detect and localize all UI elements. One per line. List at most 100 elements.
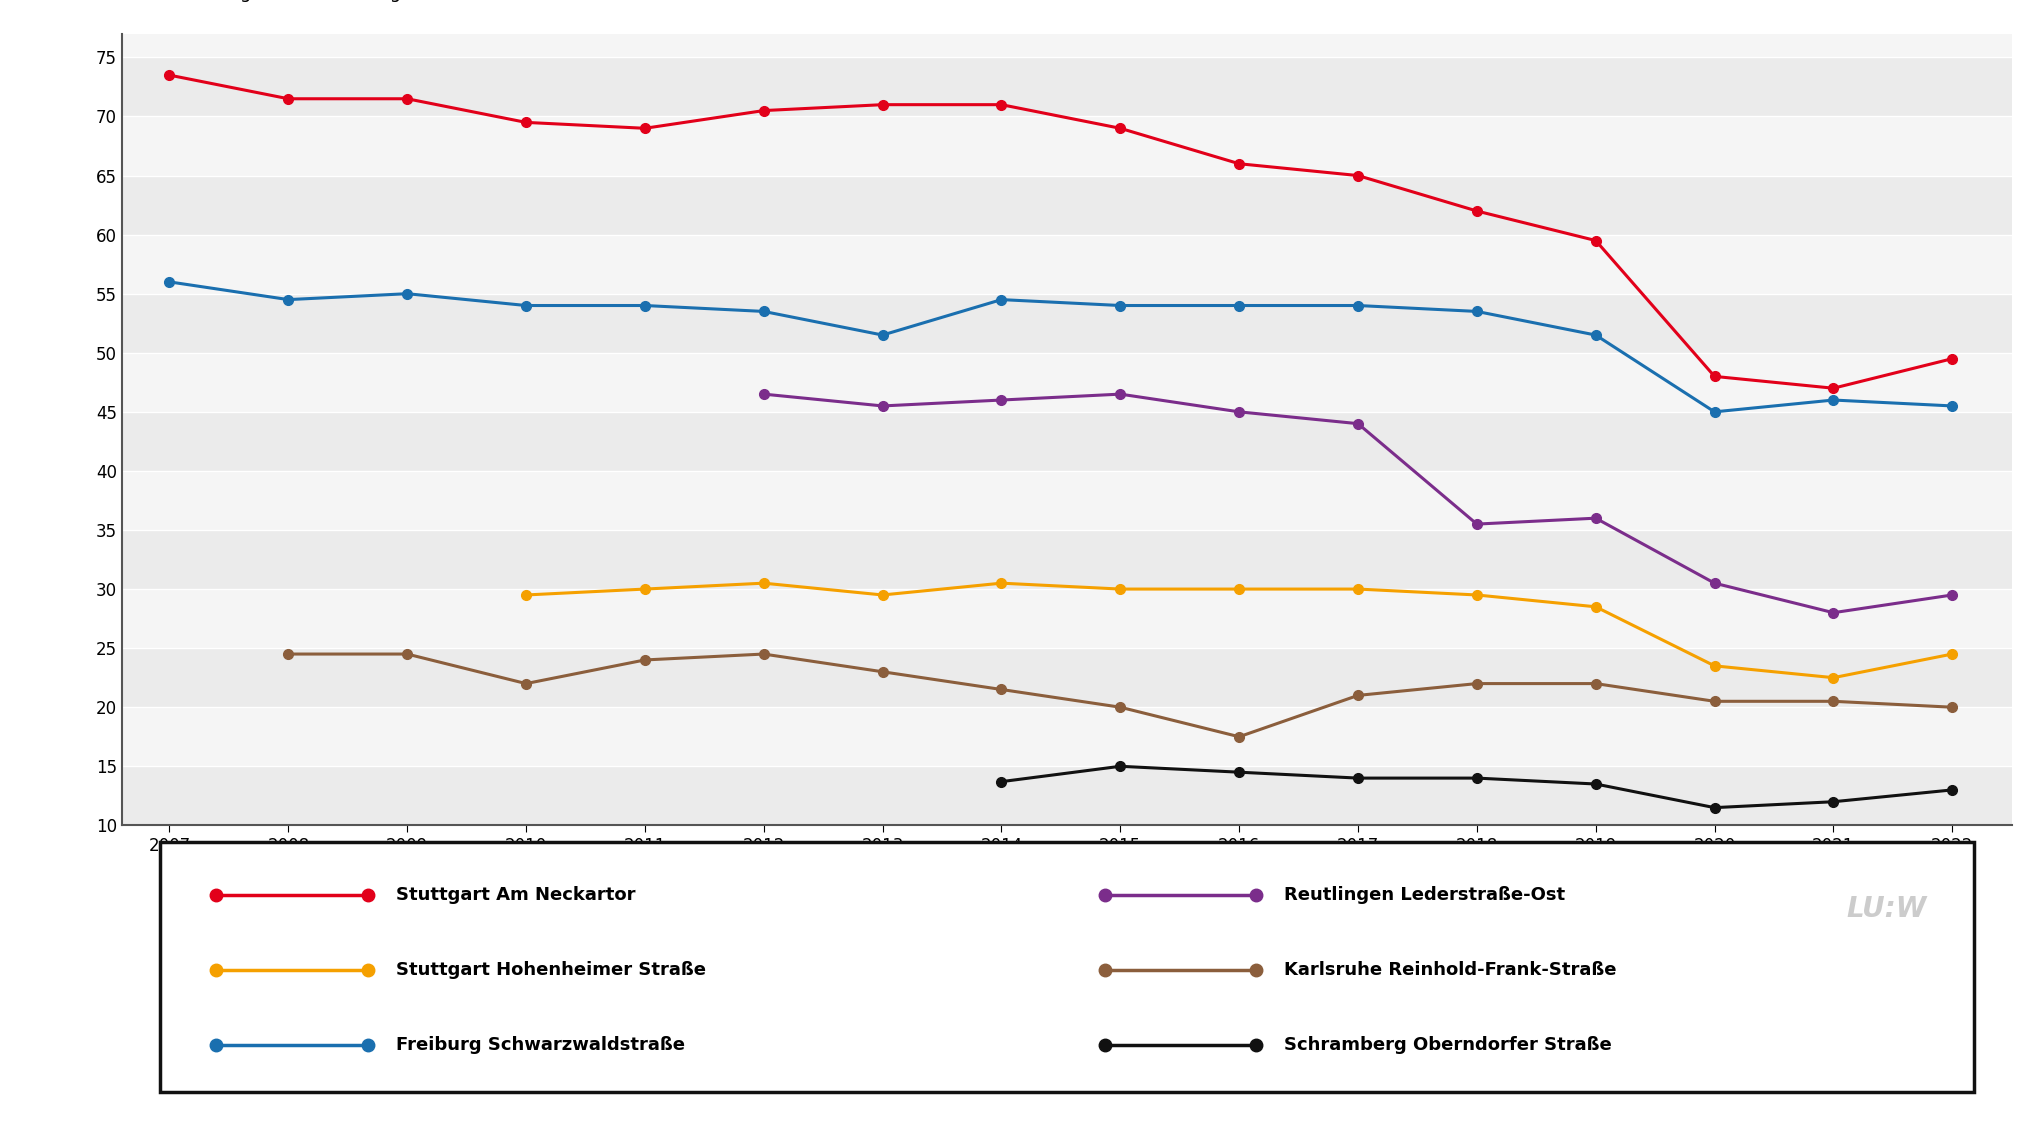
Stuttgart Am Neckartor xyxy=(1821,382,1845,395)
Freiburg Schwarzwaldstraße xyxy=(1345,298,1370,312)
Stuttgart Am Neckartor xyxy=(514,116,538,129)
Line: Reutlingen Lederstraße-Ost: Reutlingen Lederstraße-Ost xyxy=(758,390,1957,617)
Freiburg Schwarzwaldstraße xyxy=(1941,400,1965,413)
FancyBboxPatch shape xyxy=(161,842,1973,1092)
Karlsruhe Reinhold-Frank-Straße xyxy=(1583,677,1607,690)
Bar xyxy=(122,176,2012,234)
Reutlingen Lederstraße-Ost xyxy=(1465,517,1489,530)
Schramberg Oberndorfer Straße xyxy=(1345,771,1370,785)
Reutlingen Lederstraße-Ost xyxy=(1227,405,1252,419)
Stuttgart Am Neckartor xyxy=(1227,157,1252,170)
Bar xyxy=(122,234,2012,294)
Stuttgart Hohenheimer Straße xyxy=(752,577,776,590)
Karlsruhe Reinhold-Frank-Straße xyxy=(394,647,419,661)
Stuttgart Am Neckartor xyxy=(276,92,301,106)
Schramberg Oberndorfer Straße xyxy=(1465,771,1489,785)
Karlsruhe Reinhold-Frank-Straße xyxy=(632,653,656,667)
Bar xyxy=(122,412,2012,471)
Karlsruhe Reinhold-Frank-Straße xyxy=(1821,695,1845,708)
Stuttgart Am Neckartor xyxy=(752,104,776,117)
Stuttgart Hohenheimer Straße xyxy=(1941,647,1965,661)
Stuttgart Am Neckartor xyxy=(870,98,894,111)
Reutlingen Lederstraße-Ost xyxy=(1345,417,1370,430)
Freiburg Schwarzwaldstraße xyxy=(752,305,776,319)
Bar xyxy=(122,589,2012,649)
Bar xyxy=(122,294,2012,352)
Freiburg Schwarzwaldstraße xyxy=(394,287,419,301)
Stuttgart Am Neckartor xyxy=(1465,204,1489,217)
Text: Karlsruhe Reinhold-Frank-Straße: Karlsruhe Reinhold-Frank-Straße xyxy=(1284,960,1617,978)
Karlsruhe Reinhold-Frank-Straße xyxy=(276,647,301,661)
Line: Stuttgart Hohenheimer Straße: Stuttgart Hohenheimer Straße xyxy=(520,579,1957,682)
Freiburg Schwarzwaldstraße xyxy=(514,298,538,312)
Bar xyxy=(122,530,2012,589)
Stuttgart Hohenheimer Straße xyxy=(1703,659,1727,672)
Text: Stuttgart Hohenheimer Straße: Stuttgart Hohenheimer Straße xyxy=(396,960,705,978)
Freiburg Schwarzwaldstraße xyxy=(276,293,301,306)
Stuttgart Am Neckartor xyxy=(632,122,656,135)
Text: LU:W: LU:W xyxy=(1847,895,1926,923)
Bar xyxy=(122,116,2012,176)
Schramberg Oberndorfer Straße xyxy=(1583,777,1607,790)
Karlsruhe Reinhold-Frank-Straße xyxy=(1703,695,1727,708)
Karlsruhe Reinhold-Frank-Straße xyxy=(990,682,1014,696)
Freiburg Schwarzwaldstraße xyxy=(1107,298,1132,312)
Reutlingen Lederstraße-Ost xyxy=(990,393,1014,406)
Freiburg Schwarzwaldstraße xyxy=(870,329,894,342)
Reutlingen Lederstraße-Ost xyxy=(1941,588,1965,601)
Reutlingen Lederstraße-Ost xyxy=(1821,606,1845,619)
Bar xyxy=(122,471,2012,530)
Text: Stuttgart Am Neckartor: Stuttgart Am Neckartor xyxy=(396,886,636,904)
Schramberg Oberndorfer Straße xyxy=(1821,795,1845,808)
Schramberg Oberndorfer Straße xyxy=(1703,801,1727,814)
Stuttgart Am Neckartor xyxy=(1345,169,1370,182)
Freiburg Schwarzwaldstraße xyxy=(990,293,1014,306)
Karlsruhe Reinhold-Frank-Straße xyxy=(1227,730,1252,743)
Karlsruhe Reinhold-Frank-Straße xyxy=(1465,677,1489,690)
Freiburg Schwarzwaldstraße xyxy=(156,275,181,288)
Karlsruhe Reinhold-Frank-Straße xyxy=(1107,700,1132,714)
Stuttgart Hohenheimer Straße xyxy=(1465,588,1489,601)
Reutlingen Lederstraße-Ost xyxy=(870,400,894,413)
Stuttgart Hohenheimer Straße xyxy=(1227,582,1252,596)
Karlsruhe Reinhold-Frank-Straße xyxy=(870,665,894,679)
Stuttgart Hohenheimer Straße xyxy=(632,582,656,596)
Karlsruhe Reinhold-Frank-Straße xyxy=(1345,689,1370,703)
Reutlingen Lederstraße-Ost xyxy=(1583,511,1607,525)
Reutlingen Lederstraße-Ost xyxy=(752,387,776,401)
Schramberg Oberndorfer Straße xyxy=(990,775,1014,788)
Freiburg Schwarzwaldstraße xyxy=(1227,298,1252,312)
Text: Reutlingen Lederstraße-Ost: Reutlingen Lederstraße-Ost xyxy=(1284,886,1565,904)
Bar xyxy=(122,649,2012,707)
Line: Stuttgart Am Neckartor: Stuttgart Am Neckartor xyxy=(165,70,1957,393)
Line: Karlsruhe Reinhold-Frank-Straße: Karlsruhe Reinhold-Frank-Straße xyxy=(282,650,1957,742)
Bar xyxy=(122,707,2012,767)
Stuttgart Hohenheimer Straße xyxy=(1583,600,1607,614)
Freiburg Schwarzwaldstraße xyxy=(1703,405,1727,419)
Text: Schramberg Oberndorfer Straße: Schramberg Oberndorfer Straße xyxy=(1284,1036,1611,1054)
Bar xyxy=(122,352,2012,412)
Bar xyxy=(122,57,2012,116)
Reutlingen Lederstraße-Ost xyxy=(1703,577,1727,590)
Stuttgart Am Neckartor xyxy=(1941,352,1965,366)
Stuttgart Hohenheimer Straße xyxy=(870,588,894,601)
Stuttgart Am Neckartor xyxy=(1703,369,1727,383)
Text: Anzahl Fahrzeuge in Tausend/Tag: Anzahl Fahrzeuge in Tausend/Tag xyxy=(104,0,400,2)
Stuttgart Hohenheimer Straße xyxy=(514,588,538,601)
Freiburg Schwarzwaldstraße xyxy=(632,298,656,312)
Line: Schramberg Oberndorfer Straße: Schramberg Oberndorfer Straße xyxy=(996,761,1957,813)
Stuttgart Hohenheimer Straße xyxy=(1821,671,1845,685)
Text: Freiburg Schwarzwaldstraße: Freiburg Schwarzwaldstraße xyxy=(396,1036,685,1054)
Schramberg Oberndorfer Straße xyxy=(1941,784,1965,797)
Bar xyxy=(122,767,2012,825)
Schramberg Oberndorfer Straße xyxy=(1107,760,1132,774)
Stuttgart Hohenheimer Straße xyxy=(1107,582,1132,596)
Karlsruhe Reinhold-Frank-Straße xyxy=(752,647,776,661)
Karlsruhe Reinhold-Frank-Straße xyxy=(514,677,538,690)
Stuttgart Am Neckartor xyxy=(1107,122,1132,135)
Karlsruhe Reinhold-Frank-Straße xyxy=(1941,700,1965,714)
Schramberg Oberndorfer Straße xyxy=(1227,766,1252,779)
Freiburg Schwarzwaldstraße xyxy=(1821,393,1845,406)
Freiburg Schwarzwaldstraße xyxy=(1583,329,1607,342)
Freiburg Schwarzwaldstraße xyxy=(1465,305,1489,319)
